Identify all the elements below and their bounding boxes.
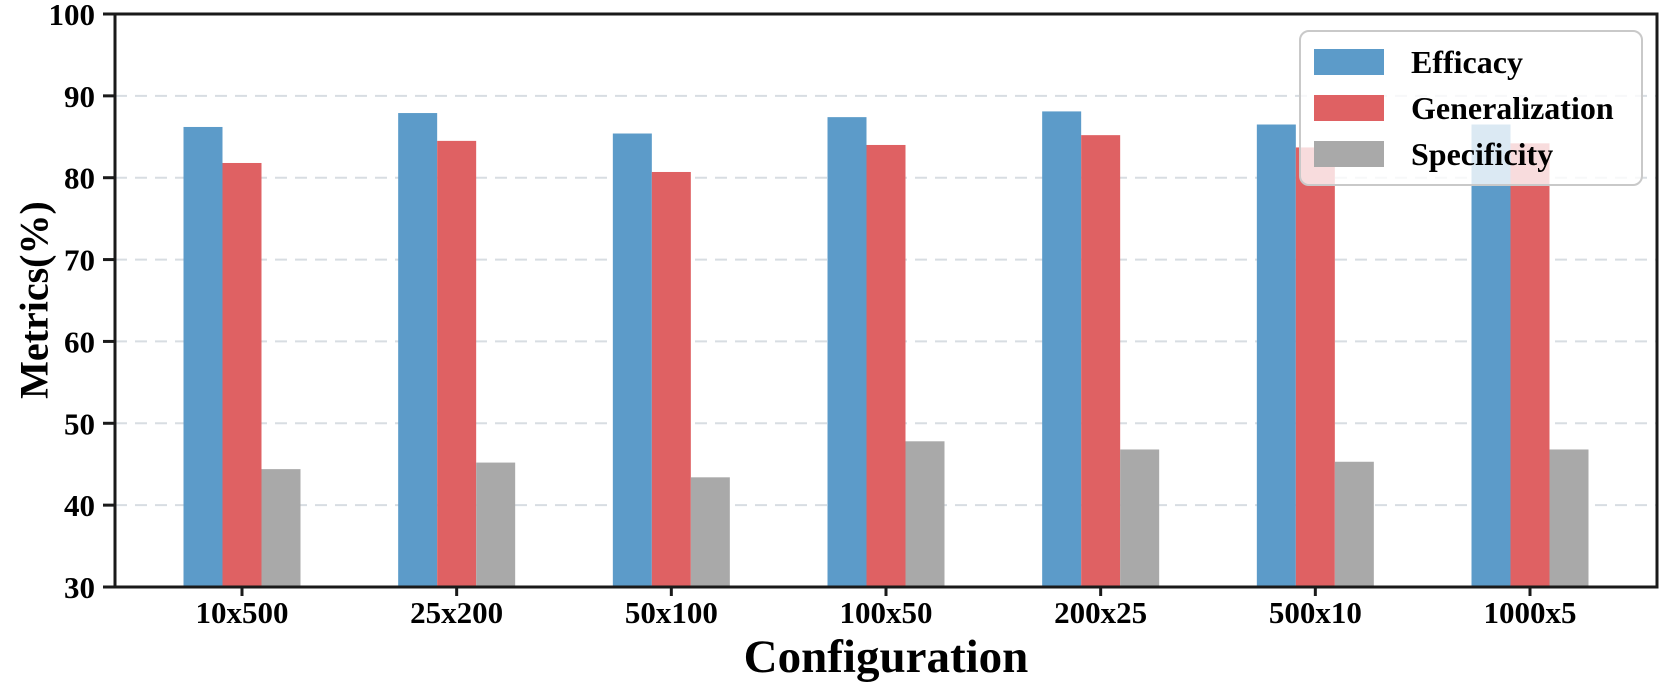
legend-item-generalization: Generalization	[1301, 92, 1641, 124]
y-tick-label-80: 80	[64, 161, 95, 196]
bar-efficacy-50x100	[612, 133, 652, 588]
y-tick-label-50: 50	[64, 406, 95, 441]
bar-efficacy-500x10	[1256, 124, 1296, 587]
legend-item-specificity: Specificity	[1301, 138, 1641, 170]
bar-generalization-50x100	[651, 171, 691, 587]
legend-label: Efficacy	[1411, 44, 1523, 80]
bars-layer	[183, 111, 1589, 588]
y-axis-title: Metrics(%)	[12, 201, 57, 399]
legend-label: Generalization	[1411, 90, 1614, 126]
y-tick-label-100: 100	[49, 0, 96, 32]
y-tick-label-40: 40	[64, 488, 95, 523]
efficacy-swatch-icon	[1314, 49, 1384, 75]
x-tick-label-200x25: 200x25	[1054, 595, 1147, 630]
x-tick-label-10x500: 10x500	[196, 595, 289, 630]
generalization-swatch-icon	[1314, 95, 1384, 121]
bar-specificity-100x50	[905, 441, 945, 587]
bar-efficacy-200x25	[1042, 111, 1082, 587]
bar-generalization-200x25	[1081, 135, 1121, 588]
bar-specificity-1000x5	[1549, 449, 1589, 587]
bar-specificity-200x25	[1120, 449, 1160, 587]
y-tick-label-90: 90	[64, 79, 95, 114]
y-tick-label-70: 70	[64, 243, 95, 278]
x-tick-label-100x50: 100x50	[840, 595, 933, 630]
bar-specificity-500x10	[1334, 461, 1374, 587]
legend: Efficacy Generalization Specificity	[1299, 30, 1643, 186]
x-tick-label-50x100: 50x100	[625, 595, 718, 630]
bar-efficacy-1000x5	[1471, 124, 1511, 587]
legend-label: Specificity	[1411, 136, 1554, 172]
bar-efficacy-25x200	[398, 113, 438, 587]
bar-efficacy-10x500	[183, 126, 223, 587]
bar-generalization-500x10	[1295, 147, 1335, 588]
bar-specificity-10x500	[261, 469, 301, 587]
bar-generalization-100x50	[866, 144, 906, 587]
bar-specificity-25x200	[476, 462, 516, 587]
x-tick-label-1000x5: 1000x5	[1484, 595, 1577, 630]
y-tick-label-30: 30	[64, 570, 95, 605]
bar-generalization-1000x5	[1510, 143, 1550, 587]
bar-efficacy-100x50	[827, 117, 867, 587]
bar-specificity-50x100	[690, 477, 730, 587]
y-tick-label-60: 60	[64, 324, 95, 359]
bar-generalization-10x500	[222, 162, 262, 588]
x-tick-label-25x200: 25x200	[410, 595, 503, 630]
axes-layer: 30 40 50 60 70 80 90 100 10x500 25x200 50x100 100x5…	[49, 0, 1659, 630]
x-axis-title: Configuration	[744, 631, 1029, 683]
legend-item-efficacy: Efficacy	[1301, 46, 1641, 78]
x-tick-label-500x10: 500x10	[1269, 595, 1362, 630]
specificity-swatch-icon	[1314, 141, 1384, 167]
bar-generalization-25x200	[437, 140, 477, 587]
